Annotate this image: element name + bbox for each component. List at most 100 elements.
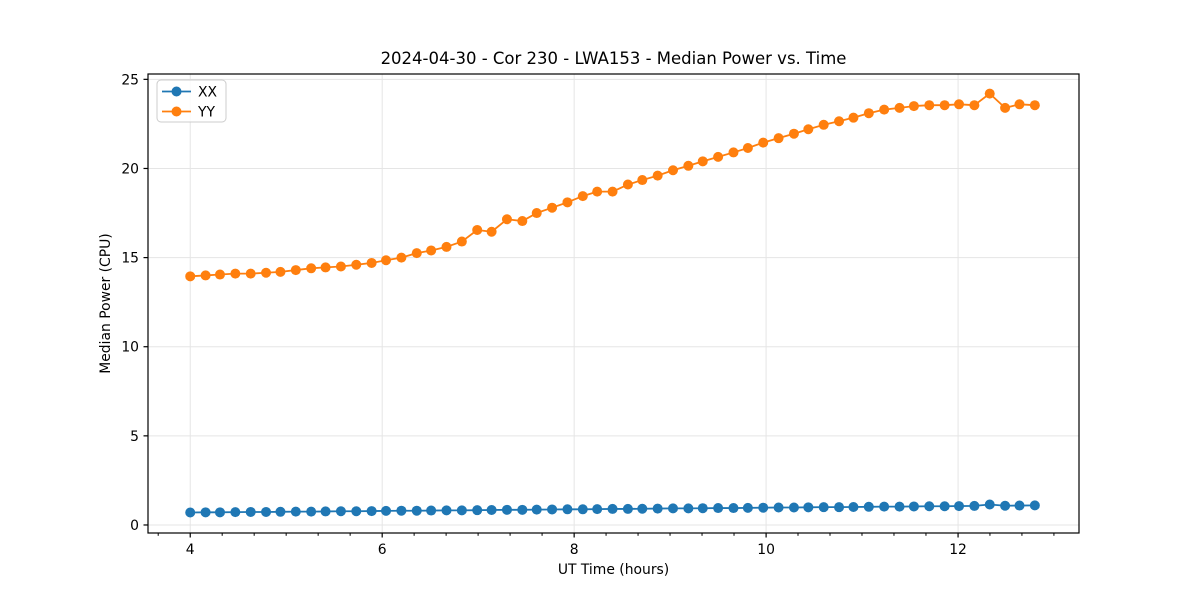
data-point-xx [908, 501, 919, 512]
data-point-xx [773, 502, 784, 513]
data-point-xx [742, 502, 753, 513]
data-point-xx [637, 503, 648, 514]
data-point-yy [531, 208, 542, 219]
y-tick-label: 10 [121, 340, 139, 356]
data-point-xx [501, 504, 512, 515]
x-axis-label: UT Time (hours) [558, 562, 669, 578]
data-point-xx [517, 504, 528, 515]
data-point-yy [486, 226, 497, 237]
data-point-xx [320, 506, 331, 517]
data-point-xx [245, 506, 256, 517]
y-tick-label: 25 [121, 72, 139, 88]
y-tick-label: 5 [130, 429, 139, 445]
data-point-xx [939, 501, 950, 512]
data-point-yy [758, 137, 769, 148]
data-point-xx [592, 504, 603, 515]
plot-area [148, 74, 1079, 533]
x-tick-label: 6 [378, 542, 387, 558]
data-point-yy [834, 116, 845, 127]
legend: XX YY [156, 79, 227, 123]
data-point-xx [547, 504, 558, 515]
data-point-yy [863, 108, 874, 119]
data-point-yy [245, 268, 256, 279]
data-point-xx [894, 501, 905, 512]
data-point-yy [547, 202, 558, 213]
data-point-xx [848, 501, 859, 512]
data-point-xx [456, 505, 467, 516]
data-point-yy [652, 170, 663, 181]
data-point-xx [924, 501, 935, 512]
data-point-yy [607, 186, 618, 197]
data-point-xx [214, 507, 225, 518]
data-point-yy [879, 104, 890, 115]
data-point-xx [275, 506, 286, 517]
data-point-xx [396, 505, 407, 516]
data-point-yy [939, 100, 950, 111]
data-point-yy [185, 271, 196, 282]
data-point-xx [335, 506, 346, 517]
data-point-xx [230, 507, 241, 518]
data-point-yy [683, 160, 694, 171]
data-point-xx [879, 501, 890, 512]
data-point-yy [848, 112, 859, 123]
data-point-xx [863, 501, 874, 512]
legend-item-xx: XX [162, 85, 218, 101]
data-point-xx [577, 504, 588, 515]
data-point-xx [697, 503, 708, 514]
data-point-yy [1000, 102, 1011, 113]
series-group [185, 88, 1040, 518]
data-point-yy [366, 257, 377, 268]
data-point-xx [758, 502, 769, 513]
data-point-xx [290, 506, 301, 517]
data-point-xx [834, 502, 845, 513]
data-point-xx [1029, 500, 1040, 511]
tick-group: 4 6 8 10 12 0 5 10 15 20 25 [121, 72, 1055, 558]
data-point-yy [803, 124, 814, 135]
data-point-yy [261, 267, 272, 278]
data-point-yy [894, 102, 905, 113]
data-point-yy [562, 197, 573, 208]
data-point-xx [306, 506, 317, 517]
data-point-xx [381, 505, 392, 516]
data-point-xx [261, 506, 272, 517]
legend-marker-xx [171, 86, 182, 97]
data-point-yy [275, 266, 286, 277]
data-point-yy [517, 216, 528, 227]
data-point-xx [426, 505, 437, 516]
data-point-xx [1000, 500, 1011, 511]
legend-item-yy: YY [162, 105, 215, 121]
data-point-xx [562, 504, 573, 515]
data-point-yy [351, 259, 362, 270]
data-point-yy [984, 88, 995, 99]
data-point-yy [622, 179, 633, 190]
data-point-xx [984, 499, 995, 510]
data-point-yy [728, 147, 739, 158]
data-point-yy [954, 99, 965, 110]
data-point-yy [577, 191, 588, 202]
data-point-yy [818, 119, 829, 130]
data-point-xx [351, 506, 362, 517]
legend-label-xx: XX [198, 85, 218, 101]
data-point-yy [214, 269, 225, 280]
data-point-yy [1014, 99, 1025, 110]
data-point-yy [381, 255, 392, 266]
data-point-yy [290, 265, 301, 276]
data-point-xx [803, 502, 814, 513]
data-point-xx [728, 503, 739, 514]
data-point-xx [411, 505, 422, 516]
data-point-xx [788, 502, 799, 513]
data-point-xx [668, 503, 679, 514]
data-point-yy [426, 245, 437, 256]
data-point-yy [592, 186, 603, 197]
data-point-yy [472, 224, 483, 235]
data-point-yy [230, 268, 241, 279]
legend-label-yy: YY [197, 105, 215, 121]
data-point-xx [622, 503, 633, 514]
data-point-yy [456, 236, 467, 247]
data-point-xx [683, 503, 694, 514]
data-point-xx [652, 503, 663, 514]
x-tick-label: 10 [757, 542, 775, 558]
data-point-yy [924, 100, 935, 111]
